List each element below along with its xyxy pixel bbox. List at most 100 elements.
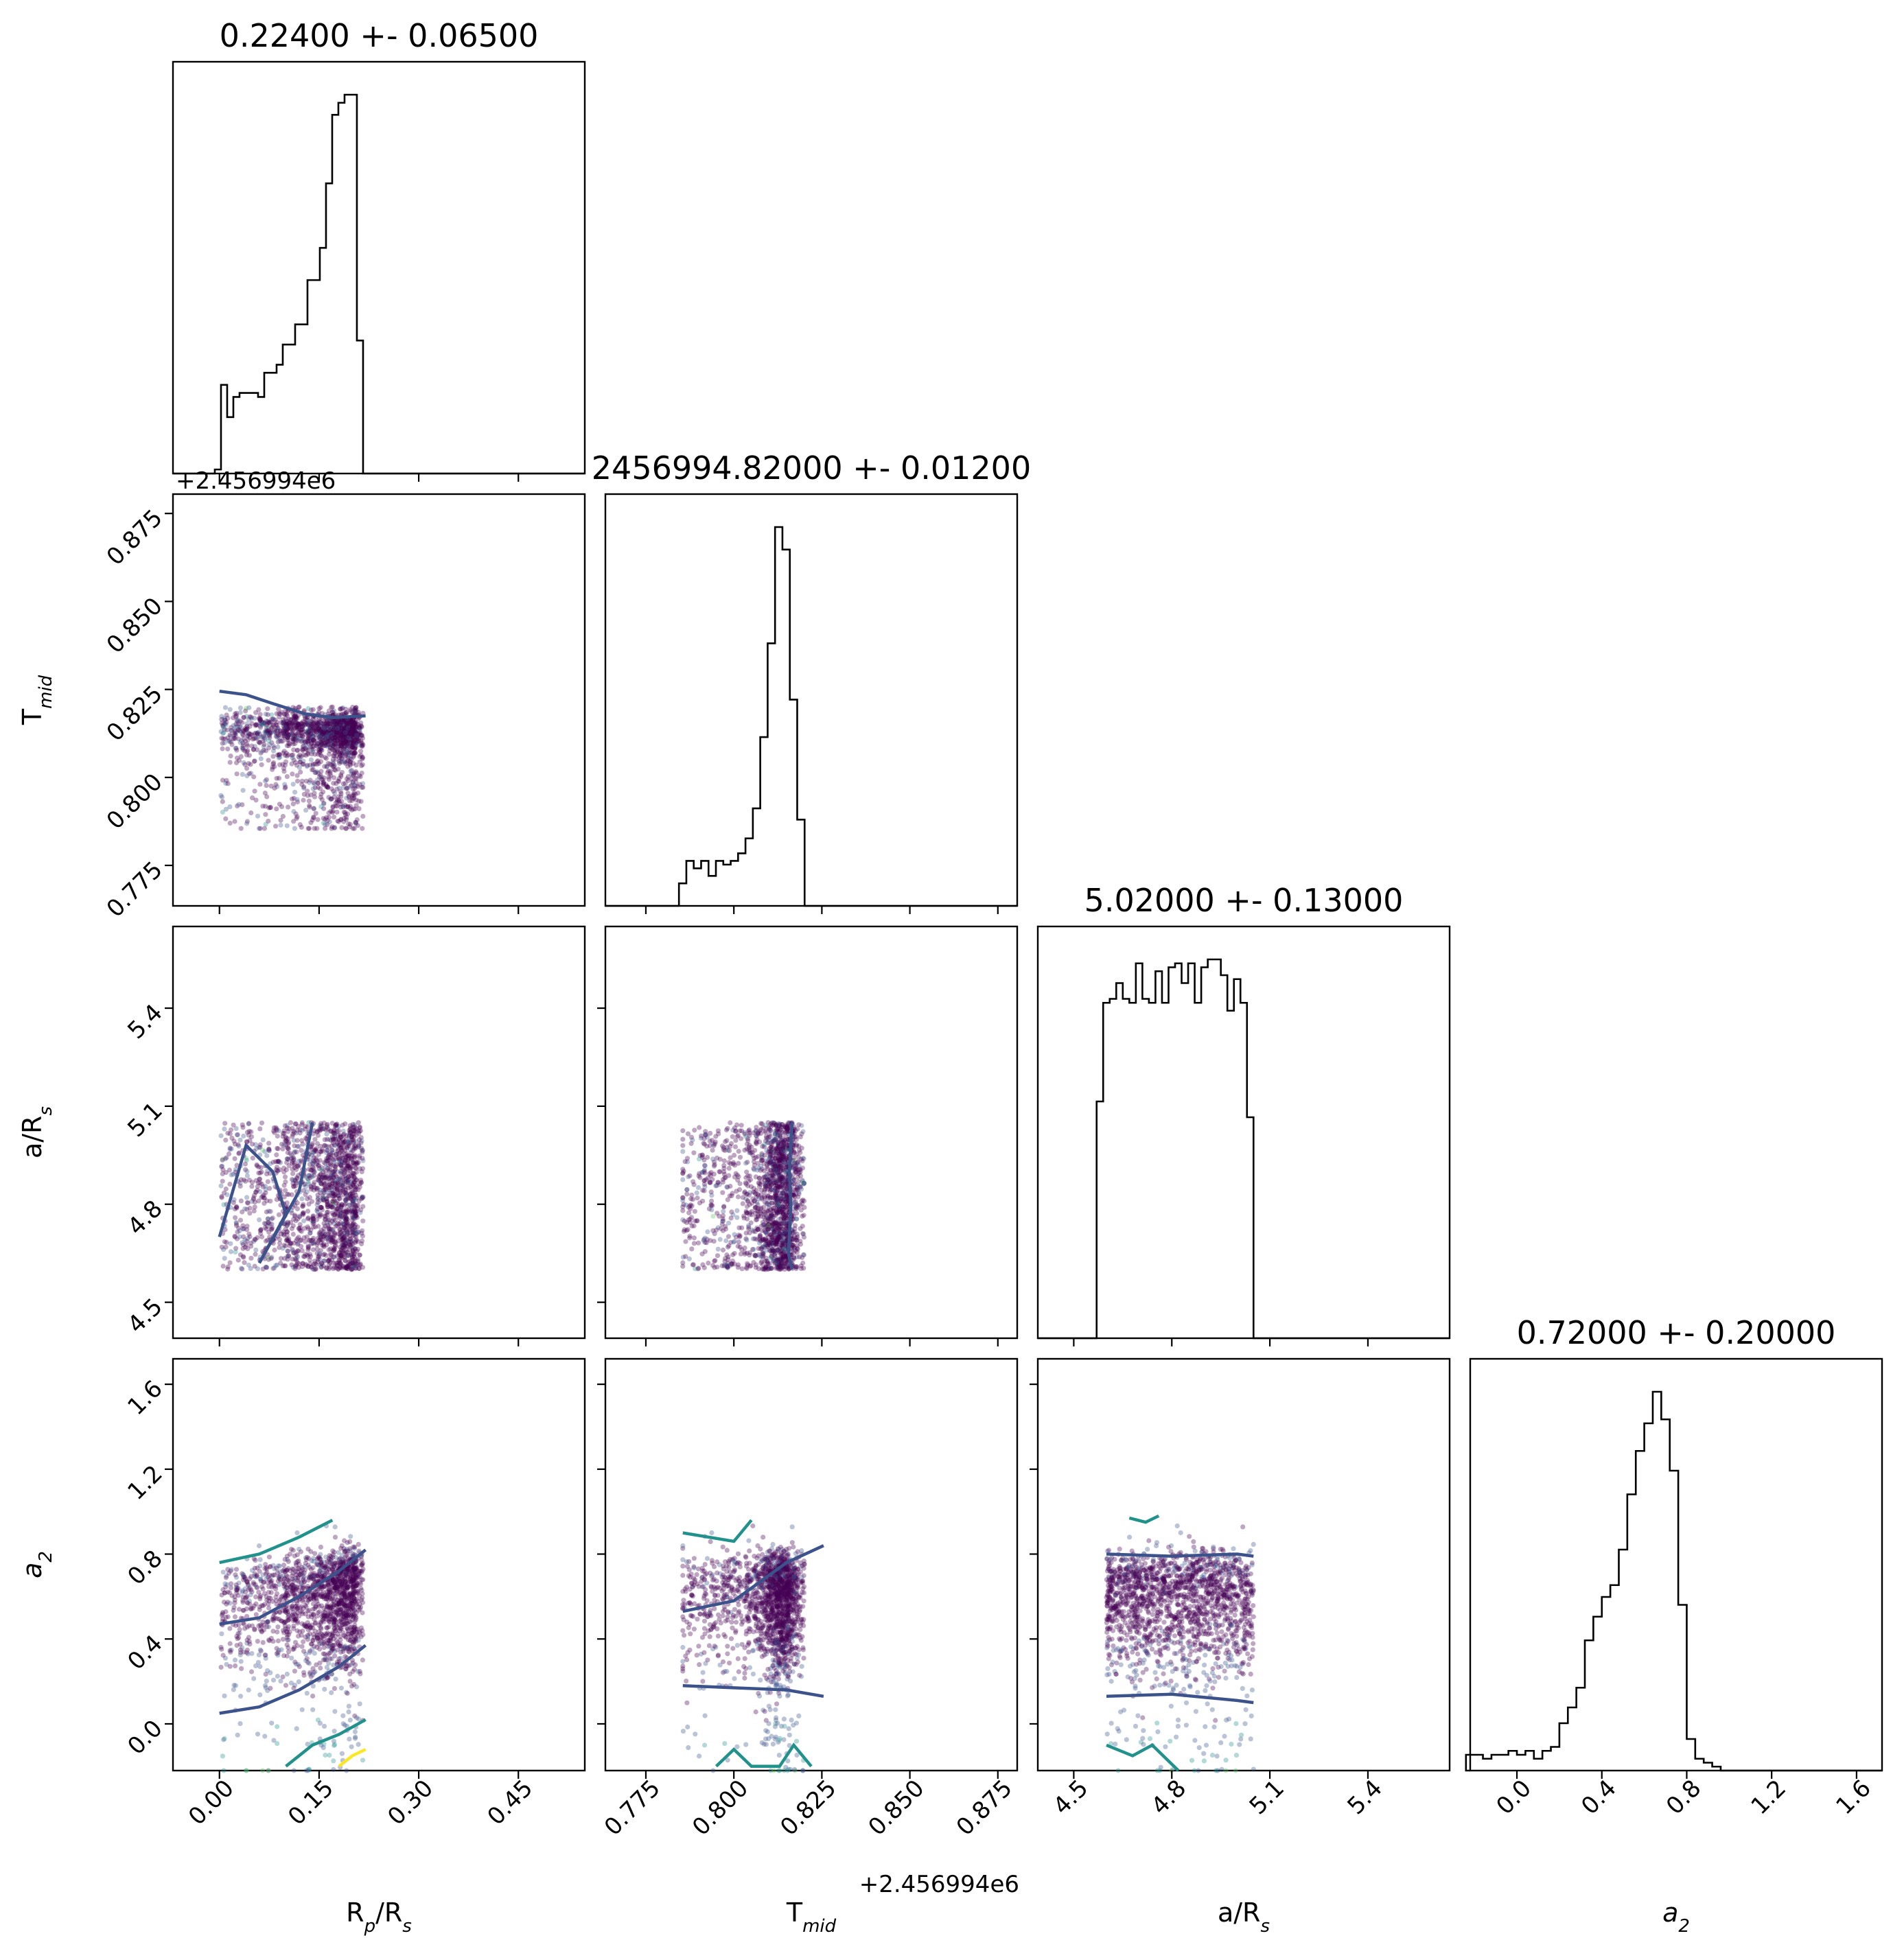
sample-point [321, 782, 326, 787]
sample-point [282, 730, 288, 735]
sample-point [228, 1249, 234, 1254]
histogram-tmid [605, 526, 1017, 907]
panel-frame-1-0 [172, 493, 586, 907]
sample-point [303, 808, 309, 813]
sample-point [300, 734, 305, 739]
sample-point [770, 1208, 776, 1213]
sample-point [253, 1178, 259, 1183]
sample-point [349, 771, 354, 777]
sample-point [341, 1171, 347, 1176]
sample-point [277, 714, 282, 720]
sample-point [285, 734, 290, 740]
sample-point [275, 739, 281, 745]
sample-point [312, 1261, 318, 1266]
sample-point [331, 753, 336, 758]
sample-point [341, 719, 347, 725]
sample-point [252, 758, 257, 764]
sample-point [295, 712, 301, 719]
sample-point [699, 1152, 705, 1158]
sample-point [328, 1237, 334, 1243]
sample-point [774, 1219, 779, 1225]
sample-point [347, 721, 352, 726]
sample-point [695, 1240, 701, 1246]
sample-point [332, 725, 337, 730]
sample-point [345, 734, 351, 739]
sample-point [717, 1169, 723, 1174]
sample-point [305, 731, 311, 736]
sample-point [269, 716, 275, 722]
sample-point [753, 1265, 758, 1270]
sample-point [339, 769, 345, 775]
sample-point [349, 727, 354, 732]
sample-point [261, 734, 266, 739]
sample-point [272, 1247, 277, 1253]
sample-point [306, 826, 312, 831]
scatter-ars-rp [218, 1120, 366, 1272]
sample-point [350, 719, 356, 724]
sample-point [744, 1237, 750, 1243]
sample-point [302, 1254, 307, 1259]
sample-point [360, 743, 366, 748]
sample-point [304, 764, 310, 769]
sample-point [690, 1137, 695, 1143]
sample-point [754, 1214, 759, 1219]
sample-point [319, 730, 325, 735]
sample-point [233, 1223, 240, 1228]
sample-point [351, 741, 356, 747]
sample-point [331, 745, 336, 750]
sample-point [742, 1147, 747, 1153]
sample-point [233, 1125, 239, 1131]
sample-point [301, 791, 307, 797]
sample-point [360, 826, 365, 831]
sample-point [359, 743, 365, 748]
sample-point [309, 740, 314, 746]
sample-point [284, 727, 290, 733]
sample-point [342, 729, 348, 734]
sample-point [337, 760, 343, 766]
sample-point [240, 1122, 245, 1128]
sample-point [248, 1134, 255, 1140]
sample-point [343, 706, 349, 712]
sample-point [318, 774, 324, 780]
sample-point [351, 738, 357, 743]
sample-point [710, 1263, 716, 1268]
sample-point [264, 794, 270, 800]
sample-point [290, 1248, 296, 1253]
sample-point [344, 748, 349, 754]
sample-point [347, 717, 353, 723]
sample-point [323, 1143, 328, 1148]
sample-point [292, 789, 298, 795]
sample-point [298, 722, 303, 727]
sample-point [235, 1257, 241, 1263]
sample-point [315, 817, 321, 822]
sample-point [351, 1180, 357, 1185]
sample-point [316, 727, 322, 732]
sample-point [338, 735, 343, 740]
sample-point [260, 722, 266, 727]
sample-point [304, 730, 310, 735]
sample-point [703, 1132, 708, 1137]
sample-point [283, 719, 289, 724]
sample-point [352, 783, 358, 789]
sample-point [699, 1251, 705, 1257]
sample-point [351, 1174, 356, 1179]
sample-point [305, 751, 311, 757]
sample-point [314, 720, 320, 725]
sample-point [332, 748, 338, 754]
sample-point [344, 738, 349, 744]
sample-point [310, 1216, 316, 1222]
sample-point [333, 721, 338, 727]
sample-point [684, 1191, 690, 1197]
sample-point [350, 1249, 356, 1254]
sample-point [329, 728, 334, 734]
sample-point [277, 751, 282, 757]
sample-point [222, 1121, 228, 1126]
sample-point [333, 720, 338, 726]
sample-point [338, 737, 343, 743]
sample-point [729, 1261, 734, 1266]
sample-point [795, 1174, 800, 1180]
sample-point [356, 1198, 362, 1204]
sample-point [330, 804, 336, 809]
sample-point [745, 1198, 750, 1204]
sample-point [234, 718, 240, 723]
